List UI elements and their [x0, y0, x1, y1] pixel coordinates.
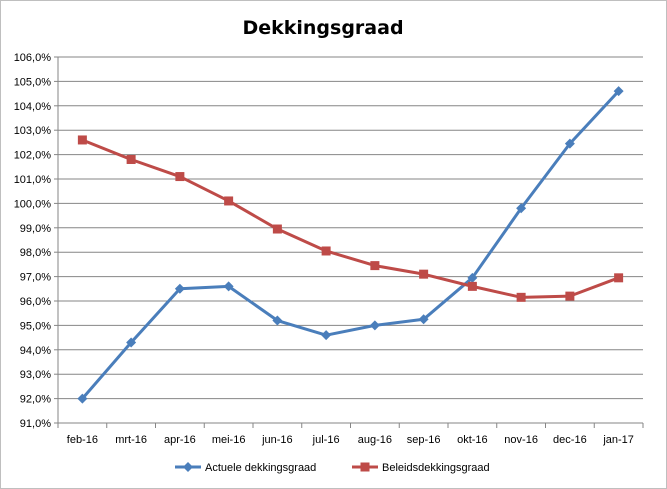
y-tick-label: 102,0% — [14, 150, 52, 162]
y-tick-label: 93,0% — [20, 369, 51, 381]
x-tick-label: mei-16 — [212, 434, 246, 446]
data-point — [369, 320, 380, 331]
chart-title: Dekkingsgraad — [242, 17, 403, 39]
legend-label: Actuele dekkingsgraad — [205, 462, 316, 474]
x-tick-label: mrt-16 — [115, 434, 147, 446]
x-tick-label: feb-16 — [67, 434, 98, 446]
x-tick-label: nov-16 — [504, 434, 538, 446]
data-point — [126, 154, 136, 164]
data-point — [223, 281, 234, 292]
y-tick-label: 91,0% — [20, 418, 51, 430]
data-point — [175, 172, 185, 182]
series-2 — [77, 135, 624, 302]
legend-label: Beleidsdekkingsgraad — [382, 462, 490, 474]
data-point — [565, 291, 575, 301]
y-tick-label: 103,0% — [14, 125, 52, 137]
y-tick-label: 96,0% — [20, 296, 51, 308]
data-point — [516, 292, 526, 302]
data-point — [370, 261, 380, 271]
x-tick-label: dec-16 — [553, 434, 587, 446]
data-point — [272, 315, 283, 326]
series-line — [81, 90, 620, 400]
y-tick-label: 101,0% — [14, 174, 52, 186]
legend-marker — [360, 462, 370, 472]
data-point — [77, 135, 87, 145]
data-point — [126, 337, 137, 348]
x-tick-label: jan-17 — [602, 434, 634, 446]
data-point — [516, 203, 527, 214]
data-point — [613, 86, 624, 97]
x-tick-label: jul-16 — [312, 434, 340, 446]
data-point — [321, 246, 331, 256]
data-point — [564, 138, 575, 149]
legend-marker — [183, 462, 193, 472]
legend-item: Actuele dekkingsgraad — [175, 462, 316, 474]
data-point — [614, 273, 624, 283]
y-tick-label: 97,0% — [20, 272, 51, 284]
x-tick-label: aug-16 — [358, 434, 392, 446]
data-point — [419, 269, 429, 279]
y-tick-label: 95,0% — [20, 320, 51, 332]
y-tick-label: 99,0% — [20, 223, 51, 235]
y-tick-label: 98,0% — [20, 247, 51, 259]
data-point — [467, 272, 478, 283]
data-point — [174, 283, 185, 294]
y-axis-tick-labels: 91,0% 92,0% 93,0% 94,0% 95,0% 96,0% 97,0% 98,0%… — [14, 52, 52, 430]
y-tick-label: 104,0% — [14, 101, 52, 113]
data-point — [467, 281, 477, 291]
x-tick-label: sep-16 — [407, 434, 441, 446]
y-tick-label: 92,0% — [20, 394, 51, 406]
legend: Actuele dekkingsgraad Beleidsdekkingsgraa… — [175, 462, 490, 474]
data-point — [321, 330, 332, 341]
y-tick-label: 100,0% — [14, 198, 52, 210]
y-tick-label: 105,0% — [14, 76, 52, 88]
data-point — [224, 196, 234, 206]
series-line — [81, 138, 620, 299]
data-series — [77, 86, 624, 404]
legend-item: Beleidsdekkingsgraad — [352, 462, 490, 474]
y-tick-label: 94,0% — [20, 345, 51, 357]
data-point — [272, 224, 282, 234]
x-tick-label: okt-16 — [457, 434, 488, 446]
data-point — [77, 393, 88, 404]
x-tick-label: jun-16 — [261, 434, 293, 446]
gridlines — [58, 56, 643, 400]
series-1 — [77, 86, 624, 404]
axes — [54, 56, 644, 428]
x-tick-label: apr-16 — [164, 434, 196, 446]
y-tick-label: 106,0% — [14, 52, 52, 64]
data-point — [418, 314, 429, 325]
x-axis-tick-labels: feb-16 mrt-16 apr-16 mei-16 jun-16 jul-16 aug-… — [67, 434, 634, 446]
